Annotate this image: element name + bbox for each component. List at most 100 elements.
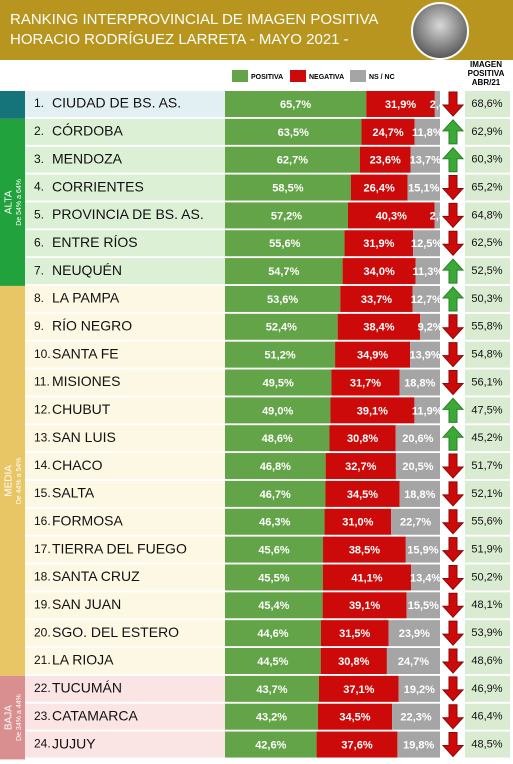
- bar-segment: [329, 425, 396, 452]
- bar-segment: [395, 453, 440, 480]
- bar-segment: [225, 397, 331, 424]
- trend-arrow: [441, 91, 465, 117]
- bar-segment: [350, 174, 408, 201]
- value-label: 9,2%: [418, 322, 443, 334]
- rank: 4.: [34, 180, 44, 194]
- previous-value: 68,6%: [471, 98, 502, 110]
- value-label: 2,5: [430, 210, 445, 222]
- previous-value: 51,9%: [471, 544, 502, 556]
- previous-background: [465, 731, 510, 758]
- bar-segment: [318, 675, 399, 702]
- rank: 17.: [34, 542, 51, 556]
- row-background: [25, 564, 225, 591]
- province-name: SAN JUAN: [52, 596, 121, 612]
- row-background: [25, 118, 225, 145]
- row-background: [25, 731, 225, 758]
- value-label: 12,5%: [411, 238, 442, 250]
- bars: 65,7% 31,9% 2,4 63,5% 24,7% 11,8% 62,7% 23,6% 13…: [225, 91, 446, 758]
- previous-value: 55,8%: [471, 321, 502, 333]
- value-label: 46,8%: [260, 461, 291, 473]
- legend-swatch: [232, 70, 248, 82]
- previous-background: [465, 202, 510, 229]
- column-header: IMAGEN: [470, 60, 502, 69]
- value-label: 53,6%: [267, 294, 298, 306]
- previous-value: 64,8%: [471, 209, 502, 221]
- province-name: SANTA CRUZ: [52, 568, 140, 584]
- previous-value: 52,5%: [471, 265, 502, 277]
- previous-value: 52,1%: [471, 488, 502, 500]
- value-label: 45,6%: [258, 545, 289, 557]
- previous-background: [465, 425, 510, 452]
- group-name: MEDIA: [4, 465, 15, 497]
- group-subtitle: De 34% a 44%: [16, 694, 23, 741]
- bar-segment: [225, 564, 323, 591]
- bar-segment: [399, 480, 440, 507]
- rank: 3.: [34, 152, 44, 166]
- bar-segment: [225, 202, 348, 229]
- previous-value: 62,5%: [471, 237, 502, 249]
- previous-background: [465, 564, 510, 591]
- bar-segment: [225, 453, 326, 480]
- previous-value: 46,9%: [471, 683, 502, 695]
- province-name: MISIONES: [52, 373, 120, 389]
- bar-segment: [344, 230, 414, 257]
- province-name: CÓRDOBA: [52, 123, 123, 139]
- value-label: 45,5%: [258, 572, 289, 584]
- bar-segment: [331, 369, 400, 396]
- bar-segment: [324, 508, 392, 535]
- bar-segment: [325, 453, 396, 480]
- previous-value: 46,4%: [471, 711, 502, 723]
- value-label: 57,2%: [271, 210, 302, 222]
- rank: 1.: [34, 96, 44, 110]
- row-background: [25, 508, 225, 535]
- bar-segment: [399, 369, 440, 396]
- value-label: 24,7%: [372, 127, 403, 139]
- row-background: [25, 453, 225, 480]
- bar-segment: [225, 592, 323, 619]
- province-name: LA PAMPA: [52, 290, 120, 306]
- bar-segment: [392, 703, 440, 730]
- value-label: 19,8%: [403, 739, 434, 751]
- value-label: 46,7%: [260, 489, 291, 501]
- bar-segment: [225, 258, 343, 285]
- bar-segment: [395, 425, 440, 452]
- previous-background: [465, 313, 510, 340]
- trend-arrow: [441, 175, 465, 201]
- value-label: 15,5%: [408, 600, 439, 612]
- value-label: 40,3%: [376, 210, 407, 222]
- previous-value: 54,8%: [471, 349, 502, 361]
- title-line: RANKING INTERPROVINCIAL DE IMAGEN POSITI…: [10, 11, 378, 28]
- value-label: 65,7%: [280, 99, 311, 111]
- previous-value: 53,9%: [471, 627, 502, 639]
- bar-segment: [225, 230, 345, 257]
- province-name: NEUQUÉN: [52, 262, 122, 278]
- trend-arrow: [441, 314, 465, 340]
- value-label: 39,1%: [357, 405, 388, 417]
- group-subtitle: De 54% a 64%: [16, 179, 23, 226]
- bar-segment: [335, 341, 411, 368]
- title-line: HORACIO RODRÍGUEZ LARRETA - MAYO 2021 -: [10, 31, 349, 48]
- value-label: 11,8%: [412, 127, 443, 139]
- rank: 20.: [34, 625, 51, 639]
- rank: 18.: [34, 570, 51, 584]
- previous-value: 48,5%: [471, 738, 502, 750]
- bar-segment: [225, 703, 318, 730]
- rank: 23.: [34, 709, 51, 723]
- province-name: TUCUMÁN: [52, 680, 122, 696]
- value-label: 31,9%: [363, 238, 394, 250]
- row-background: [25, 592, 225, 619]
- value-label: 43,7%: [256, 684, 287, 696]
- value-label: 23,9%: [399, 628, 430, 640]
- value-label: 15,1%: [408, 182, 439, 194]
- bar-segment: [342, 258, 416, 285]
- previous-value: 62,9%: [471, 126, 502, 138]
- rank: 14.: [34, 458, 51, 472]
- previous-background: [465, 91, 510, 117]
- value-label: 31,0%: [342, 517, 373, 529]
- previous-background: [465, 648, 510, 674]
- value-label: 2,4: [430, 99, 446, 111]
- value-label: 13,4%: [410, 572, 441, 584]
- bar-segment: [410, 341, 440, 368]
- legend-swatch: [290, 70, 306, 82]
- row-background: [25, 258, 225, 285]
